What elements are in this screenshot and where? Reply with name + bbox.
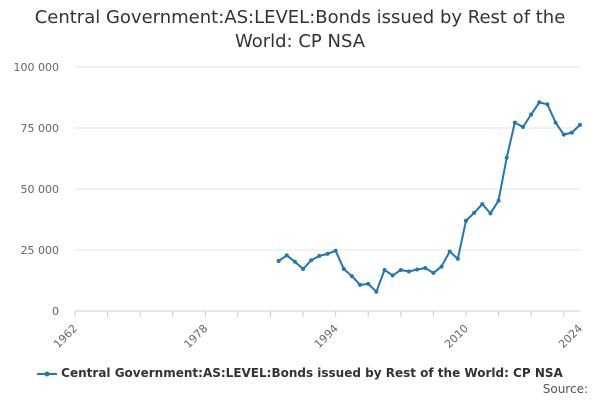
series-layer (276, 100, 582, 294)
data-point[interactable] (276, 258, 281, 263)
data-point[interactable] (529, 112, 534, 117)
data-point[interactable] (512, 120, 517, 125)
x-tick-label: 2010 (442, 322, 471, 351)
x-tick-label: 1994 (312, 322, 341, 351)
data-point[interactable] (423, 266, 428, 271)
data-point[interactable] (341, 267, 346, 272)
data-point[interactable] (537, 100, 542, 105)
y-tick-label: 100 000 (14, 61, 60, 74)
data-point[interactable] (455, 256, 460, 261)
legend[interactable]: Central Government:AS:LEVEL:Bonds issued… (0, 366, 600, 380)
data-point[interactable] (415, 267, 420, 272)
legend-label: Central Government:AS:LEVEL:Bonds issued… (61, 366, 563, 380)
data-point[interactable] (398, 268, 403, 273)
y-tick-label: 50 000 (21, 183, 60, 196)
source-label: Source: (542, 382, 588, 396)
data-point[interactable] (431, 270, 436, 275)
data-point[interactable] (569, 130, 574, 135)
data-point[interactable] (447, 249, 452, 254)
data-point[interactable] (309, 258, 314, 263)
data-point[interactable] (561, 132, 566, 137)
data-point[interactable] (301, 267, 306, 272)
data-point[interactable] (463, 218, 468, 223)
data-point[interactable] (488, 211, 493, 216)
grid (75, 66, 580, 251)
data-point[interactable] (349, 274, 354, 279)
data-point[interactable] (545, 102, 550, 107)
data-point[interactable] (480, 202, 485, 207)
data-point[interactable] (578, 122, 582, 127)
data-point[interactable] (317, 253, 322, 258)
data-point[interactable] (553, 120, 558, 125)
series-line (278, 101, 581, 293)
data-point[interactable] (520, 125, 525, 130)
y-tick-label: 25 000 (21, 244, 60, 257)
data-point[interactable] (439, 264, 444, 269)
data-point[interactable] (374, 289, 379, 294)
y-tick-label: 0 (52, 305, 59, 318)
data-point[interactable] (366, 281, 371, 286)
data-point[interactable] (358, 282, 363, 287)
legend-symbol-icon (37, 371, 58, 376)
y-tick-label: 75 000 (21, 122, 60, 135)
data-point[interactable] (325, 251, 330, 256)
data-point[interactable] (382, 268, 387, 273)
axes: 0 25 000 50 000 75 000 100 000 1962 1978 1994 20… (14, 61, 586, 351)
data-point[interactable] (333, 248, 338, 253)
x-tick-label: 1978 (181, 322, 210, 351)
data-point[interactable] (504, 155, 509, 160)
data-point[interactable] (292, 259, 297, 264)
data-point[interactable] (390, 273, 395, 278)
x-tick-label: 2024 (556, 322, 585, 351)
data-point[interactable] (472, 210, 477, 215)
x-tick-label: 1962 (51, 322, 80, 351)
data-point[interactable] (406, 269, 411, 274)
chart-title: Central Government:AS:LEVEL:Bonds issued… (34, 7, 566, 52)
data-point[interactable] (496, 198, 501, 203)
data-point[interactable] (284, 253, 289, 258)
